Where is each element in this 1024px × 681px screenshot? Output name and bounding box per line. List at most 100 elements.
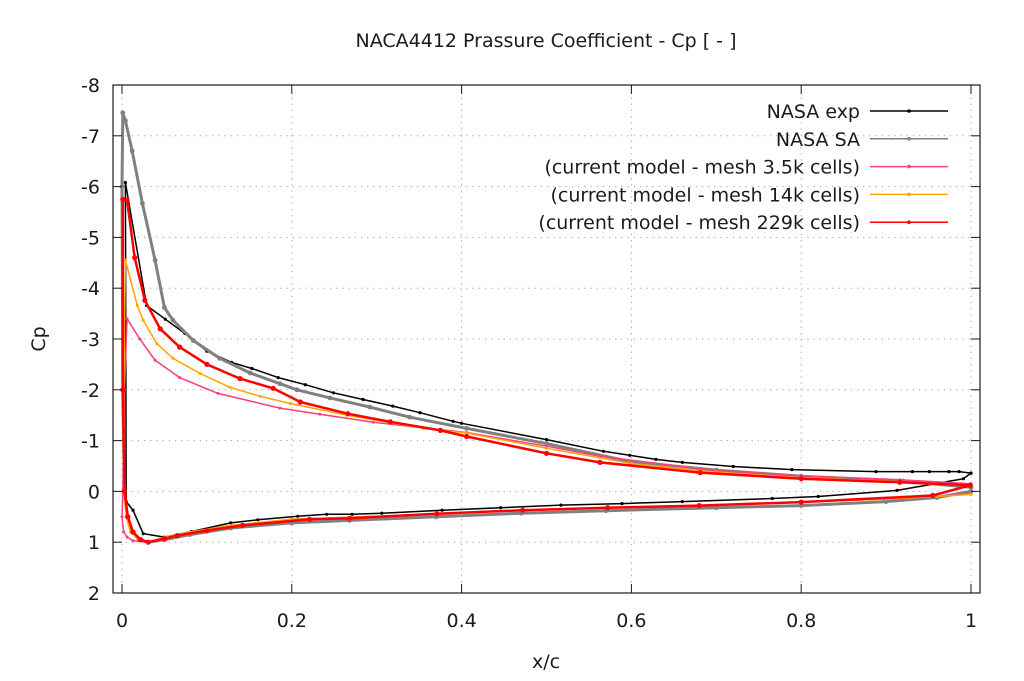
series-line [120,111,972,544]
y-tick-label: 2 [88,583,100,605]
data-point [138,337,142,341]
data-point [120,515,124,519]
ticks: 0 0.2 0.4 0.6 0.8 1 -8 -7 -6 -5 -4 -3 -2 -1 0 1 2 [81,75,980,632]
data-point [247,370,253,376]
data-point [228,385,232,389]
data-point [270,385,276,391]
data-point [798,476,804,482]
y-tick-label: -6 [81,177,100,199]
data-point [345,411,351,417]
data-point [162,305,167,310]
data-point [654,457,658,461]
data-point [499,506,503,510]
data-point [895,488,899,492]
data-point [440,508,444,512]
data-point [605,505,611,511]
x-tick-label: 0.4 [446,610,476,632]
data-point [418,411,422,415]
data-point [798,499,804,505]
legend-label: NASA SA [776,129,860,151]
data-point [129,148,135,154]
data-point [967,482,973,488]
data-point [153,358,157,362]
data-point [391,404,395,408]
data-point [121,488,128,494]
series-layer [119,110,974,545]
data-point [141,318,145,322]
x-axis-label: x/c [532,651,560,673]
data-point [371,420,375,424]
data-point [177,344,183,350]
data-point [178,376,182,380]
data-point [434,511,440,517]
data-point [204,527,210,534]
data-point [125,317,129,321]
series-0 [123,180,973,539]
data-point [170,317,176,323]
data-point [544,438,549,442]
data-point [120,387,126,393]
data-point [216,391,220,395]
data-point [278,406,282,410]
x-tick-label: 1 [965,610,977,632]
data-point [190,338,196,343]
data-point [697,470,703,476]
data-point [237,376,243,382]
legend-label: (current model - mesh 14k cells) [551,184,861,206]
legend-marker [907,220,911,224]
data-point [145,539,151,545]
data-point [307,516,313,522]
legend-marker [907,137,911,141]
y-tick-label: -3 [81,329,100,351]
data-point [250,366,254,371]
data-point [380,511,384,515]
data-point [460,421,464,425]
data-point [294,387,300,393]
data-point [123,180,127,185]
data-point [325,512,329,516]
data-point [680,460,684,464]
data-point [629,462,633,465]
data-point [120,110,126,116]
data-point [331,391,335,395]
data-point [620,502,624,506]
data-point [174,533,180,539]
y-tick-label: -2 [81,380,100,402]
data-point [520,507,526,513]
data-point [125,535,129,539]
y-tick-label: 1 [88,532,100,554]
legend: NASA exp NASA SA (current model - mesh 3.5… [538,101,948,234]
data-point [969,471,973,475]
data-point [451,419,455,423]
data-point [141,532,145,536]
data-point [131,539,135,543]
data-point [361,397,365,402]
data-point [318,412,322,416]
data-point [367,404,373,410]
x-tick-label: 0.2 [277,610,307,632]
y-tick-label: -1 [81,431,100,453]
x-tick-label: 0.6 [616,610,646,632]
legend-label: NASA exp [767,101,860,123]
data-point [123,118,128,123]
data-point [288,402,292,405]
data-point [559,503,563,507]
data-point [790,468,794,472]
data-point [296,514,300,518]
legend-label: (current model - mesh 229k cells) [538,212,860,234]
y-axis-label: Cp [28,326,50,351]
data-point [240,522,246,529]
data-point [437,427,443,433]
data-point [464,426,470,431]
data-point [387,419,393,425]
data-point [123,258,127,262]
data-point [545,446,548,450]
data-point [465,431,469,435]
data-point [957,470,961,474]
legend-marker [907,109,911,113]
data-point [303,383,307,387]
data-point [277,381,283,387]
y-tick-label: -5 [81,227,100,249]
x-tick-label: 0.8 [786,610,816,632]
data-point [140,201,145,206]
